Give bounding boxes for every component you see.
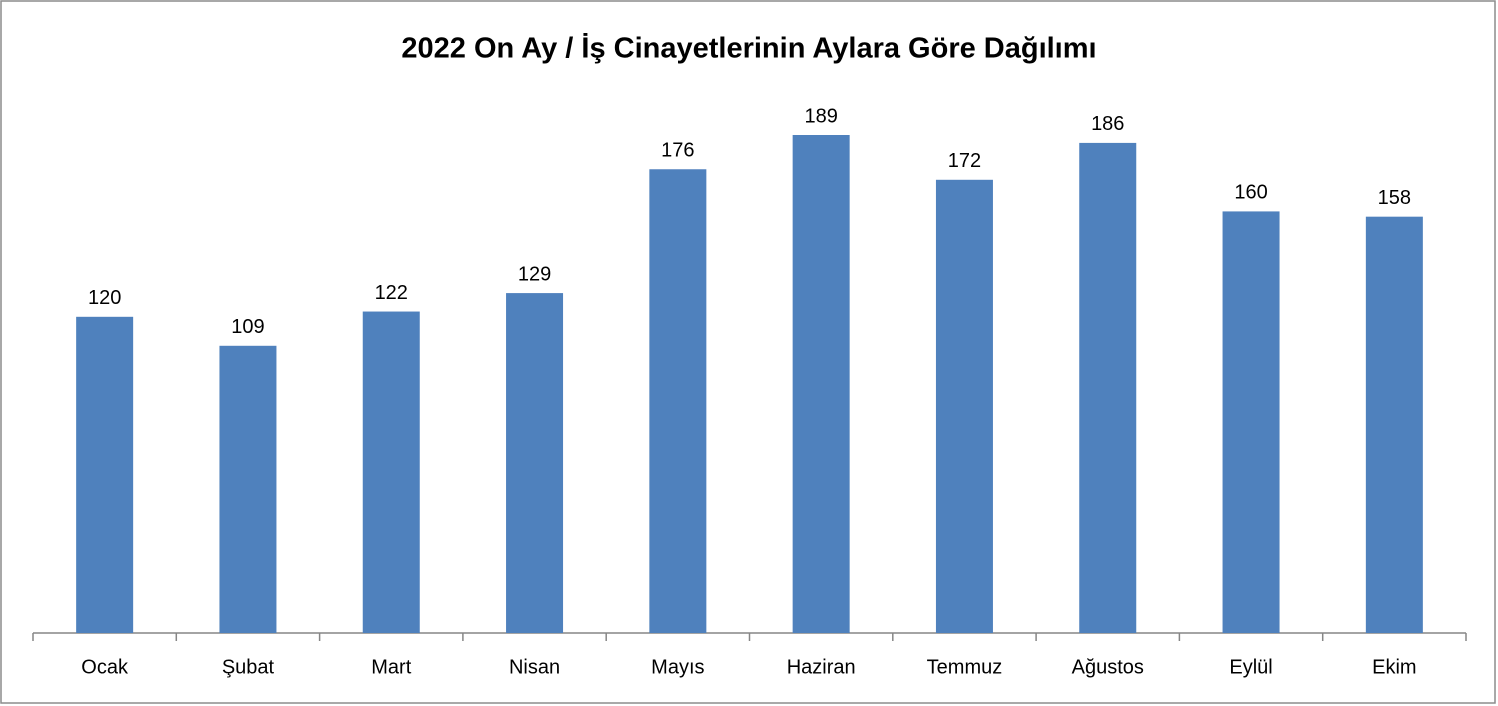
value-label: 109	[231, 316, 264, 338]
bar	[935, 179, 993, 634]
bar	[219, 345, 277, 633]
bar	[1079, 142, 1137, 633]
value-label: 122	[375, 282, 408, 304]
value-label: 172	[948, 150, 981, 172]
value-label: 160	[1234, 182, 1267, 204]
chart-title: 2022 On Ay / İş Cinayetlerinin Aylara Gö…	[401, 33, 1096, 65]
x-tick-label: Mayıs	[651, 656, 704, 678]
x-tick-label: Nisan	[509, 656, 560, 678]
value-label: 120	[88, 287, 121, 309]
bar	[649, 169, 707, 633]
value-label: 158	[1378, 187, 1411, 209]
bar	[792, 135, 850, 633]
x-tick-label: Mart	[371, 656, 411, 678]
value-label: 176	[661, 140, 694, 162]
x-tick-label: Şubat	[222, 656, 275, 678]
bar	[1222, 211, 1280, 633]
x-tick-label: Haziran	[787, 656, 856, 678]
x-tick-label: Ağustos	[1072, 656, 1144, 678]
value-label: 129	[518, 263, 551, 285]
x-tick-label: Temmuz	[927, 656, 1003, 678]
value-label: 189	[804, 105, 837, 127]
bar	[362, 311, 420, 633]
value-label: 186	[1091, 113, 1124, 135]
bar	[1365, 216, 1423, 633]
x-tick-label: Ekim	[1372, 656, 1416, 678]
x-tick-label: Eylül	[1229, 656, 1272, 678]
bar	[506, 293, 564, 633]
x-tick-label: Ocak	[81, 656, 129, 678]
bar	[76, 316, 134, 633]
